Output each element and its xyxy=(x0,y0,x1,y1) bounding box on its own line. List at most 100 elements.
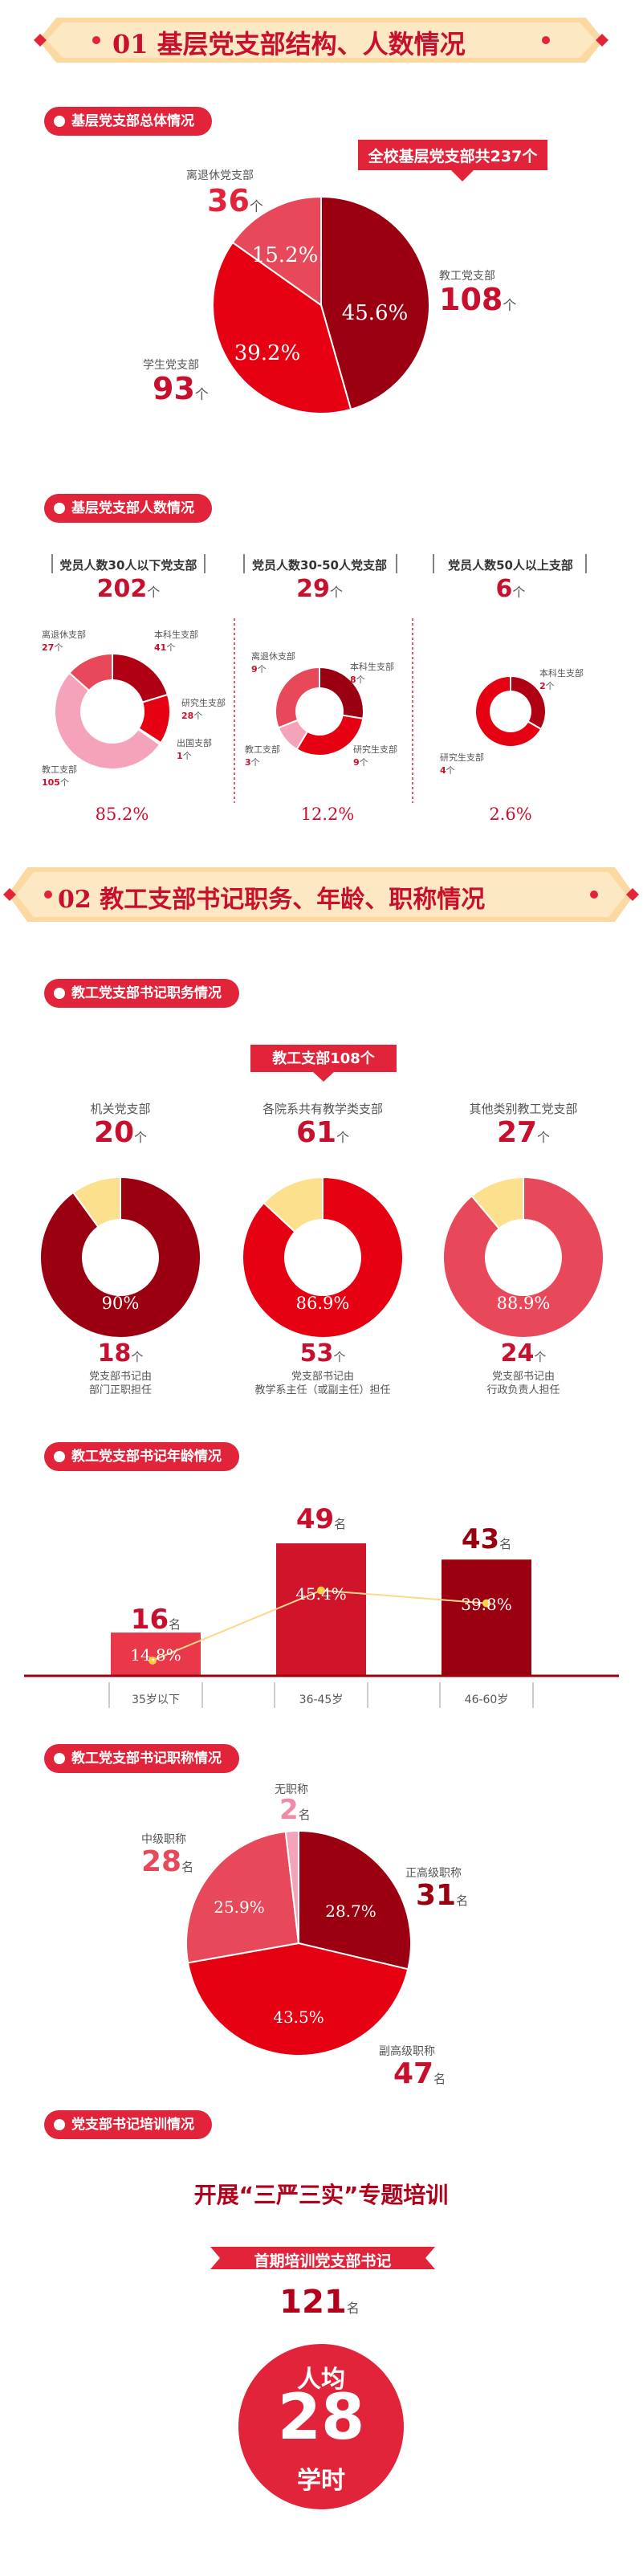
pill-members: 基层党支部人数情况 xyxy=(44,494,212,523)
section2-banner xyxy=(3,867,639,922)
d1-label-faculty: 教工支部 105个 xyxy=(42,764,77,788)
pos-pct-2: 88.9% xyxy=(496,1294,551,1313)
value-student: 93个 xyxy=(153,371,209,406)
pos-pct-0: 90% xyxy=(101,1294,140,1313)
age-pct-point-2 xyxy=(482,1599,490,1608)
section1-banner xyxy=(34,18,608,63)
title-value-senior: 31名 xyxy=(416,1879,469,1912)
age-bar-0 xyxy=(111,1632,201,1676)
age-pct-point-1 xyxy=(317,1586,325,1595)
age-pct-1: 45.4% xyxy=(295,1584,347,1604)
age-count-1: 49名 xyxy=(295,1503,347,1535)
pos-foot-num-1: 53个 xyxy=(299,1339,346,1367)
pos-count-2: 27个 xyxy=(496,1116,551,1149)
group-count-medium: 29个 xyxy=(296,575,343,603)
d2-label-retired: 离退休支部 9个 xyxy=(251,651,295,675)
title-value-none: 2名 xyxy=(279,1794,311,1826)
d1-label-grad: 研究生支部 28个 xyxy=(181,698,226,721)
pos-foot-text-1: 党支部书记由 教学系主任（或副主任）担任 xyxy=(254,1371,391,1396)
age-bar-1 xyxy=(276,1543,366,1676)
donut-large-hole xyxy=(490,691,531,732)
title-label-senior: 正高级职称 xyxy=(405,1867,462,1880)
callout-faculty: 教工支部108个 xyxy=(272,1050,375,1067)
main-pie-slice-2 xyxy=(231,195,322,307)
share-large: 2.6% xyxy=(489,805,532,824)
label-retired: 离退休党支部 xyxy=(186,169,254,182)
pos-donut-1-hole xyxy=(284,1219,361,1296)
section2-title-text: 教工支部书记职务、年龄、职称情况 xyxy=(100,886,486,914)
title-value-mid: 28名 xyxy=(141,1845,194,1878)
circle-bottom: 学时 xyxy=(297,2467,345,2495)
donut-medium-hole xyxy=(295,687,344,736)
age-count-2: 43名 xyxy=(461,1523,512,1555)
age-cat-2: 46-60岁 xyxy=(464,1694,509,1706)
section1-title: 01 基层党支部结构、人数情况 xyxy=(112,24,466,61)
value-faculty: 108个 xyxy=(439,282,517,317)
share-medium: 12.2% xyxy=(300,805,355,824)
d1-label-abroad: 出国支部 1个 xyxy=(177,738,212,761)
pos-foot-num-0: 18个 xyxy=(97,1339,144,1367)
pos-count-1: 61个 xyxy=(295,1116,350,1149)
d1-label-undergrad: 本科生支部 41个 xyxy=(154,630,198,653)
title-label-none: 无职称 xyxy=(275,1783,308,1796)
group-header-small: 党员人数30人以下党支部 xyxy=(59,558,197,573)
group-header-large: 党员人数50人以上支部 xyxy=(448,558,573,573)
d2-label-undergrad: 本科生支部 8个 xyxy=(350,662,394,685)
circle-num: 28 xyxy=(277,2382,365,2454)
training-ribbon-shape xyxy=(210,2247,435,2269)
pos-foot-text-2: 党支部书记由 行政负责人担任 xyxy=(486,1371,560,1396)
age-pct-0: 14.8% xyxy=(130,1645,181,1665)
pos-foot-num-2: 24个 xyxy=(500,1339,547,1367)
pos-count-0: 20个 xyxy=(93,1116,148,1149)
pos-label-2: 其他类别教工党支部 xyxy=(469,1102,578,1116)
title-pct-mid: 25.9% xyxy=(214,1897,265,1917)
title-label-mid: 中级职称 xyxy=(141,1833,186,1846)
pct-retired: 15.2% xyxy=(251,243,319,267)
group-count-small: 202个 xyxy=(96,575,161,603)
callout-total: 全校基层党支部共237个 xyxy=(368,148,538,165)
d2-label-faculty: 教工支部 3个 xyxy=(245,744,280,768)
d3-label-grad: 研究生支部 4个 xyxy=(440,752,484,776)
age-cat-1: 36-45岁 xyxy=(299,1694,344,1706)
pos-pct-1: 86.9% xyxy=(295,1294,350,1313)
title-value-associate: 47名 xyxy=(393,2057,446,2090)
donut-small-hole xyxy=(80,679,144,744)
pill-positions: 教工党支部书记职务情况 xyxy=(44,979,239,1008)
pct-student: 39.2% xyxy=(234,341,301,365)
pos-donut-0-hole xyxy=(82,1219,159,1296)
training-count: 121名 xyxy=(279,2284,360,2321)
training-circle xyxy=(238,2344,404,2509)
age-cat-0: 35岁以下 xyxy=(132,1694,180,1706)
section2-number: 02 xyxy=(58,886,92,914)
label-faculty: 教工党支部 xyxy=(439,270,495,283)
pct-faculty: 45.6% xyxy=(341,301,409,325)
pos-donut-2-hole xyxy=(485,1219,562,1296)
age-pct-2: 39.8% xyxy=(461,1595,512,1614)
share-small: 85.2% xyxy=(95,805,149,824)
group-count-large: 6个 xyxy=(495,575,526,603)
age-pct-point-0 xyxy=(149,1656,157,1665)
section1-number: 01 xyxy=(112,29,149,59)
section1-title-text: 基层党支部结构、人数情况 xyxy=(157,29,466,59)
title-label-associate: 副高级职称 xyxy=(379,2045,435,2058)
pos-label-0: 机关党支部 xyxy=(90,1102,151,1116)
section2-title: 02 教工支部书记职务、年龄、职称情况 xyxy=(58,879,485,915)
main-pie-slice-0 xyxy=(320,195,430,411)
pos-foot-text-0: 党支部书记由 部门正职担任 xyxy=(88,1371,153,1396)
group-header-medium: 党员人数30-50人党支部 xyxy=(252,558,387,573)
age-bar-2 xyxy=(442,1559,531,1676)
pill-training: 党支部书记培训情况 xyxy=(44,2110,212,2139)
circle-top: 人均 xyxy=(297,2366,345,2394)
callout-faculty-shape xyxy=(250,1045,397,1082)
training-headline: 开展“三严三实”专题培训 xyxy=(193,2182,449,2208)
pos-label-1: 各院系共有教学类支部 xyxy=(262,1102,384,1116)
title-pie-slice-2 xyxy=(185,1830,300,1964)
training-ribbon: 首期培训党支部书记 xyxy=(254,2252,392,2270)
d1-label-retired: 离退休支部 27个 xyxy=(42,630,86,653)
pill-titles: 教工党支部书记职称情况 xyxy=(44,1744,239,1773)
title-pct-senior: 28.7% xyxy=(325,1901,376,1921)
label-student: 学生党支部 xyxy=(143,359,199,372)
pill-age: 教工党支部书记年龄情况 xyxy=(44,1442,239,1471)
